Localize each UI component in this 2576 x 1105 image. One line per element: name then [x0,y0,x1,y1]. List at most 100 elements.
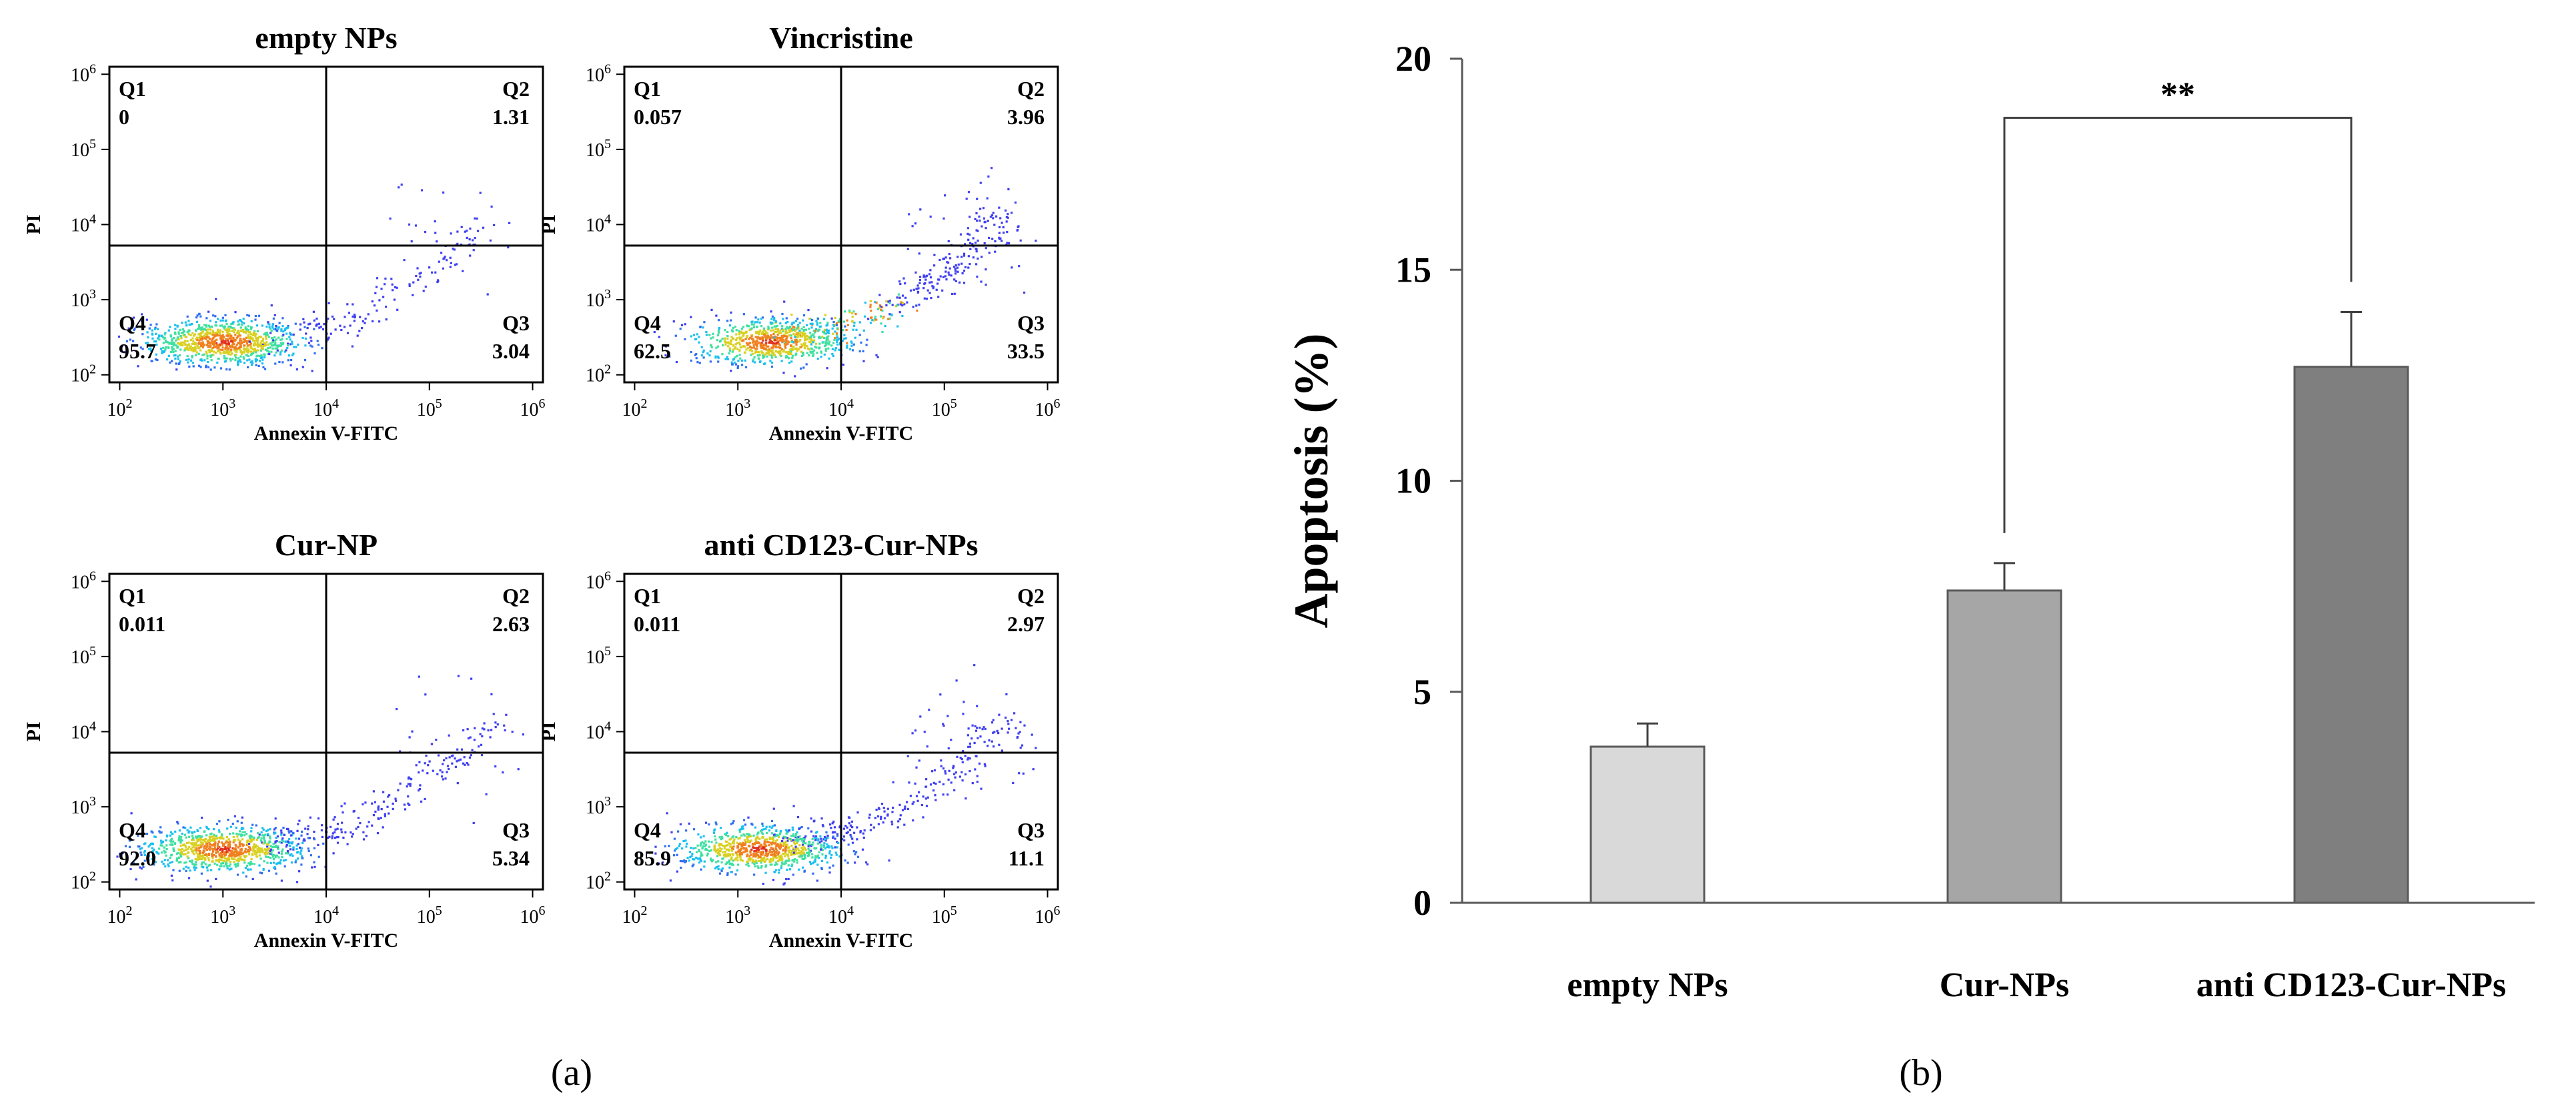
event-dot [265,338,267,340]
event-dot [466,728,469,731]
event-dot [185,848,187,851]
event-dot [416,267,419,270]
event-dot [330,332,332,335]
event-dot [241,843,243,845]
event-dot [138,845,141,848]
event-dot [215,877,217,880]
event-dot [794,348,796,350]
event-dot [441,771,444,773]
event-dot [235,832,238,835]
event-dot [189,860,191,863]
event-dot [340,805,343,807]
event-dot [321,328,324,331]
event-dot [757,331,760,334]
event-dot [217,357,219,360]
event-dot [909,795,912,797]
event-dot [125,340,128,343]
event-dot [332,818,335,821]
event-dot [281,317,284,320]
event-dot [203,861,205,864]
event-dot [255,333,257,336]
event-dot [759,345,762,348]
event-dot [172,348,175,350]
event-dot [960,256,963,258]
x-tick-label: 105 [417,396,442,420]
event-dot [289,338,291,341]
event-dot [784,338,787,341]
event-dot [677,830,680,833]
event-dot [196,314,199,317]
event-dot [775,851,778,854]
event-dot [961,779,964,782]
event-dot [396,708,398,711]
event-dot [848,822,850,825]
event-dot [967,238,970,241]
event-dot [213,844,216,847]
event-dot [826,331,829,334]
quadrant-label: Q4 [119,818,146,842]
event-dot [753,356,756,359]
quadrant-label: Q1 [634,584,661,608]
event-dot [251,362,254,365]
event-dot [962,701,965,703]
event-dot [282,840,285,843]
event-dot [793,841,796,844]
event-dot [261,849,263,852]
event-dot [372,790,375,793]
event-dot [850,344,853,347]
event-dot [279,351,282,354]
event-dot [482,226,485,229]
event-dot [201,331,204,334]
event-dot [258,360,261,362]
event-dot [221,854,223,857]
event-dot [761,822,764,825]
event-dot [685,845,688,848]
event-dot [781,840,784,843]
event-dot [716,339,718,342]
event-dot [155,340,157,343]
event-dot [726,335,729,338]
event-dot [930,281,933,284]
event-dot [960,262,963,265]
event-dot [213,833,215,836]
event-dot [302,318,305,320]
event-dot [241,838,244,841]
event-dot [155,851,158,853]
event-dot [192,350,195,353]
event-dot [772,332,775,335]
event-dot [1005,209,1007,212]
event-dot [778,869,780,871]
event-dot [222,837,225,840]
event-dot [217,318,219,320]
event-dot [760,325,763,328]
event-dot [481,735,484,737]
event-dot [740,828,742,831]
event-dot [194,342,197,345]
event-dot [221,338,224,341]
event-dot [906,801,908,803]
event-dot [210,835,213,838]
event-dot [935,288,938,291]
event-dot [878,306,881,309]
event-dot [198,324,201,327]
event-dot [258,847,261,849]
event-dot [742,833,745,836]
quadrant-value: 0.011 [119,612,165,636]
event-dot [868,816,870,819]
event-dot [826,342,828,344]
event-dot [202,866,205,869]
event-dot [744,849,747,851]
event-dot [690,335,692,338]
event-dot [172,847,175,850]
event-dot [228,868,231,871]
event-dot [823,318,826,320]
event-dot [824,341,827,344]
event-dot [248,843,251,845]
event-dot [654,852,657,855]
event-dot [251,339,254,342]
event-dot [812,341,815,344]
event-dot [237,859,240,862]
event-dot [266,845,269,848]
event-dot [836,338,839,341]
event-dot [785,832,788,835]
